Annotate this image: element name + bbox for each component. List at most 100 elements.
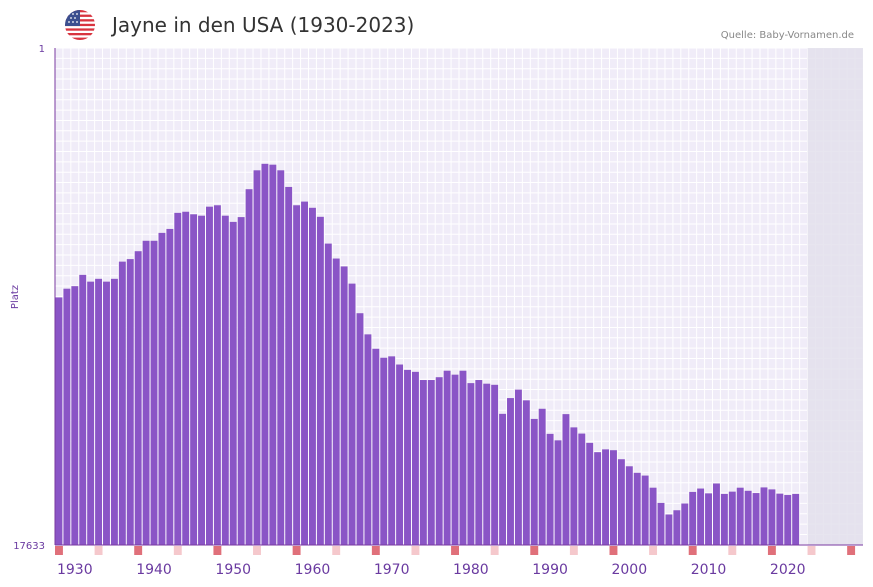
bar-1936 (118, 261, 126, 545)
bar-1941 (158, 232, 166, 545)
year-marker-1938 (134, 546, 143, 555)
bar-2015 (744, 490, 752, 545)
x-tick-1970: 1970 (374, 562, 410, 578)
bar-2000 (625, 466, 633, 545)
year-marker-1998 (609, 546, 618, 555)
bar-1977 (443, 370, 451, 545)
bar-1991 (554, 440, 562, 545)
bar-2003 (649, 487, 657, 545)
bar-2013 (728, 491, 736, 545)
bar-1968 (372, 348, 380, 545)
bar-1954 (261, 163, 269, 546)
bar-1967 (364, 334, 372, 545)
bar-1946 (198, 215, 206, 545)
bar-1953 (253, 170, 261, 546)
bar-1989 (538, 408, 546, 545)
bar-1934 (103, 281, 110, 545)
year-marker-1978 (451, 546, 459, 555)
x-tick-1990: 1990 (532, 562, 568, 578)
x-axis-ticks: 1930 1940 1950 1960 1970 1980 1990 2000 2010 2020 (57, 562, 806, 578)
bar-2008 (689, 491, 697, 545)
bar-1949 (221, 215, 229, 545)
bar-1950 (229, 221, 237, 545)
bar-1993 (570, 427, 578, 545)
bar-1952 (245, 189, 253, 545)
x-tick-1950: 1950 (215, 562, 251, 578)
bar-1939 (142, 240, 150, 545)
year-marker-light-1963 (332, 546, 341, 555)
usa-flag-icon (65, 10, 95, 44)
bar-1973 (411, 371, 419, 545)
x-tick-1940: 1940 (136, 562, 172, 578)
bar-1971 (396, 364, 404, 545)
bar-1981 (475, 380, 483, 545)
x-tick-2000: 2000 (611, 562, 647, 578)
year-marker-1968 (371, 546, 380, 555)
bar-1982 (483, 383, 491, 545)
bar-1970 (388, 356, 396, 545)
year-marker-1928 (55, 546, 63, 555)
bar-2012 (720, 493, 728, 545)
bar-1963 (332, 258, 340, 545)
bar-1988 (530, 418, 538, 545)
bar-2002 (641, 475, 649, 545)
bar-1966 (356, 313, 364, 545)
bar-1969 (380, 357, 388, 545)
bar-1960 (308, 207, 316, 545)
year-marker-light-1953 (253, 546, 261, 555)
bar-1935 (110, 278, 118, 545)
bar-1972 (404, 369, 411, 545)
bar-1996 (594, 452, 602, 545)
bar-1961 (316, 216, 324, 545)
x-tick-1980: 1980 (453, 562, 489, 578)
bar-2017 (760, 487, 768, 545)
bar-1951 (237, 217, 245, 545)
year-marker-1988 (530, 546, 539, 555)
bar-1944 (182, 211, 190, 545)
bar-1947 (206, 206, 213, 545)
bar-1992 (562, 414, 570, 545)
bar-2010 (705, 493, 712, 545)
bar-1943 (174, 212, 182, 545)
bar-1956 (277, 170, 285, 546)
bar-2020 (784, 495, 792, 545)
bar-2018 (768, 489, 776, 545)
chart-title: Jayne in den USA (1930-2023) (112, 13, 415, 37)
bar-2006 (673, 510, 681, 545)
y-tick-bottom: 17633 (13, 541, 45, 552)
bar-1959 (301, 201, 308, 545)
bar-2016 (752, 493, 760, 545)
bar-2009 (697, 488, 705, 545)
year-marker-light-1973 (411, 546, 420, 555)
bar-1929 (63, 288, 71, 545)
bar-1975 (427, 380, 435, 545)
bar-1987 (522, 400, 530, 545)
bar-1998 (610, 450, 617, 545)
source-credit: Quelle: Baby-Vornamen.de (720, 30, 854, 41)
bar-2007 (681, 503, 689, 545)
bar-1931 (79, 274, 87, 545)
bar-series (55, 163, 800, 546)
bar-1957 (285, 186, 293, 546)
bar-2019 (776, 493, 784, 545)
bar-1928 (55, 297, 63, 545)
bar-1942 (166, 228, 174, 546)
x-tick-1960: 1960 (295, 562, 331, 578)
bar-1964 (340, 266, 348, 545)
x-tick-2010: 2010 (691, 562, 727, 578)
bar-1965 (348, 283, 356, 545)
bar-1979 (459, 370, 467, 545)
bar-1995 (586, 442, 594, 545)
bar-2005 (665, 514, 673, 545)
bar-1997 (602, 449, 610, 545)
year-marker-light-1983 (490, 546, 499, 555)
bar-1974 (419, 380, 427, 545)
year-marker-2028 (847, 546, 856, 555)
bar-1980 (467, 383, 475, 545)
bar-1990 (546, 433, 554, 545)
bar-1978 (451, 374, 459, 545)
bar-1945 (190, 214, 198, 545)
bar-2011 (712, 483, 720, 545)
y-tick-top: 1 (39, 44, 45, 55)
year-marker-light-1943 (173, 546, 182, 555)
